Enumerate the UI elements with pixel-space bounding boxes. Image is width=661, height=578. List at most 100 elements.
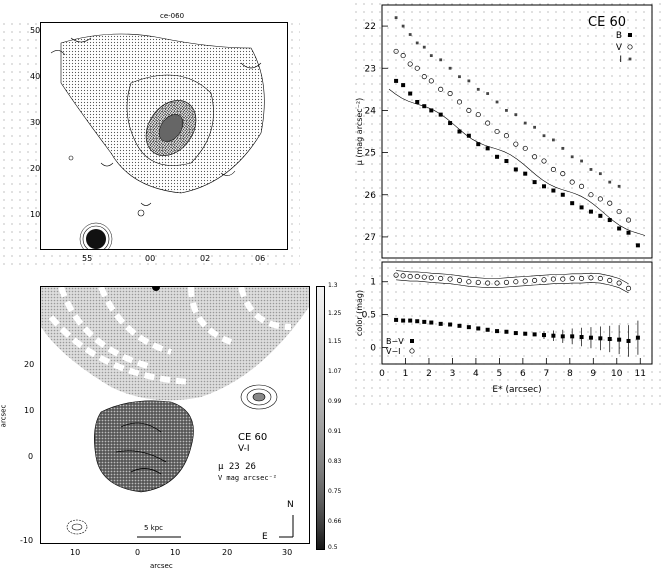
sb-point-b [635, 243, 640, 248]
color-point-bv [476, 326, 481, 331]
top-left-y-tick: 40 [30, 72, 41, 81]
sb-point-b [532, 180, 537, 185]
color-x-tick-label: 5 [497, 369, 503, 379]
color-point-bv [551, 333, 556, 338]
sb-point-i [476, 87, 480, 91]
color-map-x-tick: 0 [135, 548, 141, 557]
sb-y-tick-label: 24 [365, 106, 377, 116]
sb-point-v [414, 65, 420, 71]
color-map-x-tick: 10 [170, 548, 181, 557]
sb-point-b [438, 112, 443, 117]
colorbar [316, 286, 325, 550]
color-point-vi [503, 279, 509, 285]
color-map-image [41, 283, 309, 538]
color-point-bv [588, 335, 593, 340]
sb-point-v [475, 112, 481, 118]
sb-point-b [560, 192, 565, 197]
sb-point-v [456, 99, 463, 105]
sb-point-i [514, 113, 518, 117]
top-left-contour-image [50, 33, 265, 256]
sb-point-v [466, 107, 472, 113]
color-y-tick-label: 0 [370, 344, 376, 354]
color-point-vi [475, 279, 481, 285]
color-y-axis-label: color (mag) [355, 290, 364, 336]
compass-east: E [262, 532, 268, 542]
color-point-bv [429, 320, 434, 325]
sb-point-v [607, 200, 613, 206]
sb-point-b [617, 226, 622, 231]
color-frame [381, 261, 653, 365]
sb-point-b [542, 184, 546, 189]
sb-legend-label: V [616, 43, 623, 53]
color-point-vi [421, 274, 427, 280]
top-left-x-tick: 00 [145, 254, 156, 263]
sb-point-i [448, 66, 452, 70]
sb-point-i [542, 134, 546, 138]
color-envelope-upper [396, 270, 629, 284]
color-map-unit-label: V mag arcsec⁻² [218, 474, 278, 482]
sb-point-v [494, 128, 500, 135]
color-map-x-tick: 30 [282, 548, 293, 557]
color-point-vi [456, 277, 463, 283]
colorbar-tick: 1.25 [328, 310, 342, 317]
color-point-bv [457, 323, 462, 328]
bottom-left-figure: CE 60 V-I μ 23 26 V mag arcsec⁻² 5 kpc N… [0, 282, 345, 578]
top-left-y-tick: 20 [30, 164, 41, 173]
color-point-vi [569, 275, 575, 282]
color-map-y-tick: 20 [24, 360, 35, 369]
top-left-title: ce-060 [160, 12, 185, 20]
color-point-bv [626, 338, 631, 343]
scale-bar-label: 5 kpc [144, 524, 164, 532]
color-point-vi [485, 280, 491, 286]
sb-point-i [439, 58, 443, 62]
colorbar-tick: 0.75 [328, 488, 342, 495]
sb-point-v [428, 78, 434, 84]
sb-point-b [570, 201, 575, 206]
sb-point-i [429, 54, 433, 57]
color-point-bv [513, 331, 518, 336]
color-legend-label: B−V [386, 337, 404, 346]
sb-point-v [560, 171, 566, 177]
color-point-vi [625, 285, 632, 291]
color-x-tick-label: 6 [520, 369, 526, 379]
color-point-vi [447, 276, 453, 282]
color-x-tick-label: 4 [473, 369, 479, 379]
sb-point-v [597, 196, 603, 202]
color-point-bv [607, 336, 612, 341]
color-map-xlabel: arcsec [150, 562, 173, 570]
sb-point-v [438, 86, 444, 92]
top-left-figure: ce-060 50 40 30 20 10 55 00 02 06 [0, 0, 300, 270]
top-left-x-tick: 55 [82, 254, 93, 263]
sb-y-tick-label: 27 [365, 233, 376, 243]
top-left-y-tick: 50 [30, 26, 41, 35]
sb-point-i [608, 180, 612, 184]
color-point-vi [414, 273, 420, 280]
color-map-x-tick: 20 [222, 548, 233, 557]
color-map-x-tick: 10 [70, 548, 81, 557]
color-legend-marker [409, 348, 415, 354]
color-x-tick-label: 1 [403, 369, 409, 379]
color-map-y-tick: -10 [20, 536, 34, 545]
sb-point-i [598, 172, 602, 176]
sb-point-i [505, 109, 508, 112]
sb-legend-marker [628, 33, 632, 37]
sb-y-tick-label: 22 [365, 22, 376, 32]
sb-point-v [522, 145, 528, 151]
color-map-ylabel: arcsec [0, 404, 8, 428]
sb-point-b [448, 121, 453, 126]
color-point-vi [400, 273, 406, 279]
sb-y-tick-label: 25 [365, 149, 376, 159]
sb-point-b [598, 213, 603, 218]
sb-point-b [394, 78, 399, 83]
sb-point-i [401, 24, 405, 28]
colorbar-tick: 0.91 [328, 428, 342, 435]
sb-point-i [561, 146, 565, 150]
color-point-vi [393, 272, 399, 278]
color-envelope-lower [396, 279, 629, 294]
color-point-bv [408, 318, 413, 323]
sb-point-i [467, 79, 471, 83]
color-x-tick-label: 7 [543, 369, 549, 379]
sb-point-i [533, 125, 537, 129]
color-point-vi [522, 278, 528, 284]
color-point-vi [579, 275, 585, 282]
